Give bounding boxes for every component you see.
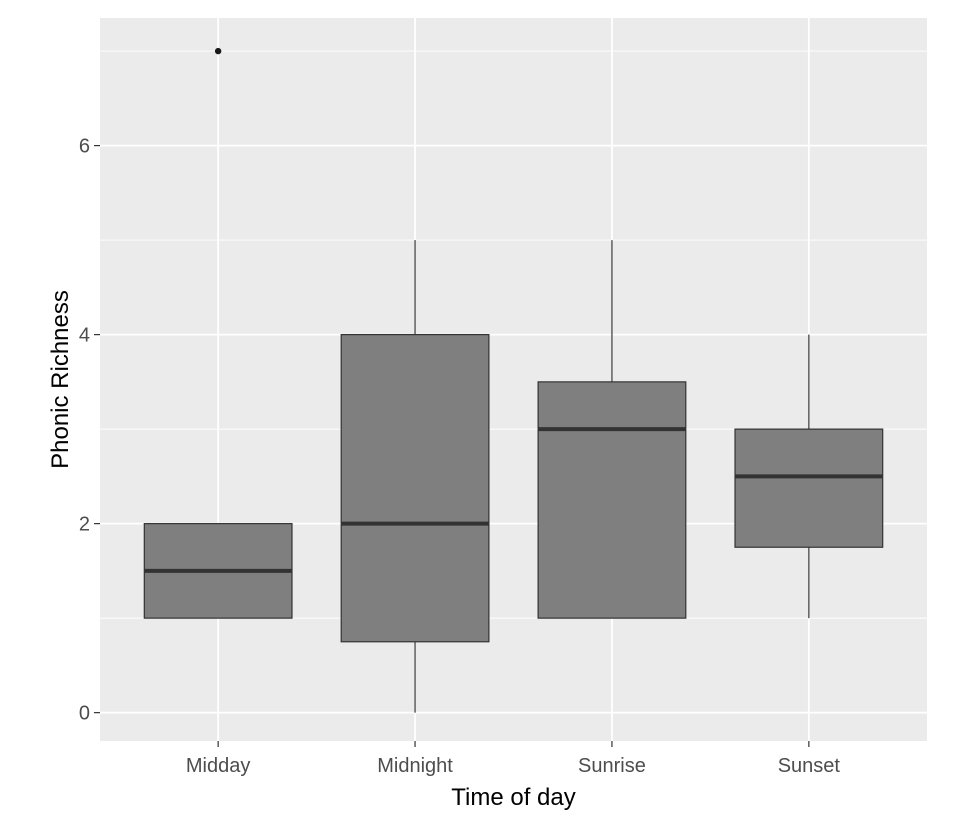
x-axis-title: Time of day bbox=[451, 784, 576, 811]
y-tick-label: 4 bbox=[79, 325, 90, 347]
box-series bbox=[143, 47, 884, 713]
box-iqr bbox=[537, 381, 687, 619]
box-sunrise bbox=[537, 240, 687, 619]
y-tick-label: 2 bbox=[79, 514, 90, 536]
x-tick-label: Sunrise bbox=[578, 755, 646, 777]
y-axis-title: Phonic Richness bbox=[47, 290, 74, 469]
x-tick-label: Midday bbox=[186, 755, 250, 777]
box-iqr bbox=[340, 334, 490, 643]
x-axis: Midday Midnight Sunrise Sunset bbox=[186, 741, 841, 777]
x-tick-label: Midnight bbox=[377, 755, 453, 777]
box-midday bbox=[143, 47, 293, 619]
y-axis: 0 2 4 6 bbox=[79, 136, 100, 725]
y-tick-label: 6 bbox=[79, 136, 90, 158]
y-tick-label: 0 bbox=[79, 703, 90, 725]
box-sunset bbox=[734, 334, 884, 619]
box-midnight bbox=[340, 240, 490, 713]
box-iqr bbox=[734, 428, 884, 548]
plot-panel bbox=[100, 18, 927, 741]
outlier-point bbox=[214, 47, 222, 55]
x-tick-label: Sunset bbox=[778, 755, 841, 777]
